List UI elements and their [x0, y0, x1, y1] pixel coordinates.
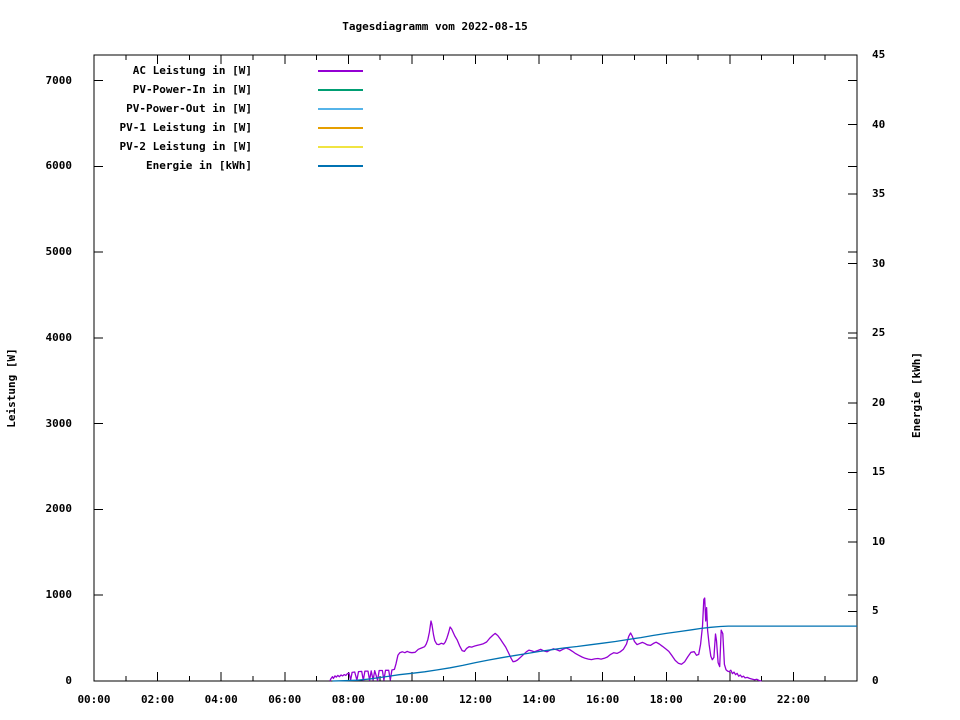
- x-tick-label: 04:00: [204, 693, 238, 706]
- legend-label: PV-2 Leistung in [W]: [119, 140, 252, 153]
- legend-line-sample: [318, 70, 363, 72]
- legend-line-sample: [318, 127, 363, 129]
- y-right-tick-label: 20: [872, 395, 886, 409]
- x-tick-label: 12:00: [458, 693, 493, 706]
- y-right-tick-label: 35: [872, 187, 886, 201]
- x-tick-label: 22:00: [776, 693, 810, 706]
- legend-label: PV-1 Leistung in [W]: [119, 121, 252, 134]
- legend-label: Energie in [kWh]: [146, 159, 252, 172]
- series-ac-leistung-in-w-: [329, 597, 762, 682]
- y-right-tick-label: 10: [872, 534, 886, 548]
- legend-line-sample: [318, 146, 363, 148]
- x-tick-label: 14:00: [522, 693, 556, 706]
- x-tick-label: 10:00: [395, 693, 429, 706]
- legend-item: PV-Power-Out in [W]: [0, 102, 380, 118]
- y-left-tick-label: 7000: [45, 73, 73, 87]
- x-tick-label: 02:00: [141, 693, 175, 706]
- y-left-tick-label: 2000: [45, 502, 73, 516]
- legend-label: PV-Power-In in [W]: [132, 83, 252, 96]
- y-left-tick-label: 0: [65, 674, 72, 687]
- y-left-tick-label: 3000: [45, 416, 73, 430]
- left-axis-title: Leistung [W]: [5, 348, 18, 428]
- y-right-tick-label: 30: [872, 256, 886, 270]
- legend-line-sample: [318, 89, 363, 91]
- x-tick-label: 20:00: [713, 693, 747, 706]
- legend-item: PV-2 Leistung in [W]: [0, 140, 380, 156]
- y-right-tick-label: 45: [872, 48, 886, 61]
- legend-item: PV-1 Leistung in [W]: [0, 121, 380, 137]
- y-right-tick-label: 25: [872, 326, 886, 340]
- y-right-tick-label: 0: [872, 674, 879, 687]
- y-left-tick-label: 5000: [45, 245, 73, 259]
- y-left-tick-label: 6000: [45, 159, 73, 173]
- legend-label: PV-Power-Out in [W]: [126, 102, 252, 115]
- x-tick-label: 18:00: [649, 693, 683, 706]
- legend-item: PV-Power-In in [W]: [0, 83, 380, 99]
- x-tick-label: 06:00: [268, 693, 302, 706]
- y-left-tick-label: 1000: [45, 588, 73, 602]
- x-tick-label: 08:00: [331, 693, 365, 706]
- y-left-tick-label: 4000: [45, 330, 73, 344]
- legend-line-sample: [318, 165, 363, 167]
- legend-item: AC Leistung in [W]: [0, 64, 380, 80]
- series-energie-in-kwh-: [332, 625, 857, 682]
- legend-line-sample: [318, 108, 363, 110]
- x-tick-label: 16:00: [586, 693, 620, 706]
- legend-label: AC Leistung in [W]: [132, 64, 252, 77]
- y-right-tick-label: 40: [872, 117, 886, 131]
- x-tick-label: 00:00: [77, 693, 111, 706]
- y-right-tick-label: 5: [872, 604, 879, 618]
- y-right-tick-label: 15: [872, 465, 886, 479]
- chart-title: Tagesdiagramm vom 2022-08-15: [342, 20, 528, 33]
- legend-item: Energie in [kWh]: [0, 159, 380, 175]
